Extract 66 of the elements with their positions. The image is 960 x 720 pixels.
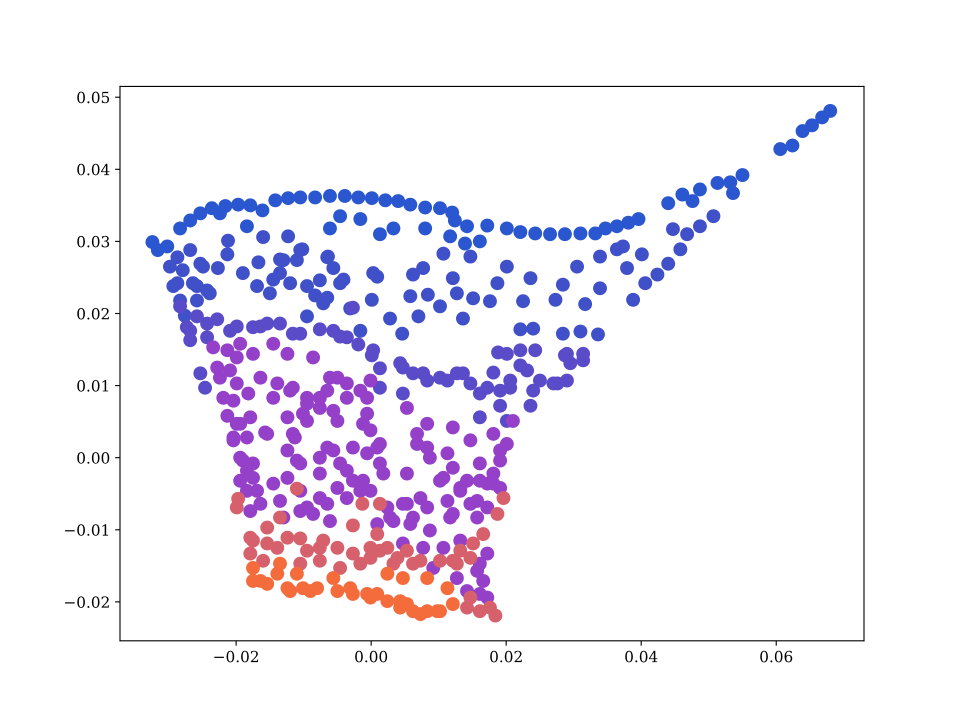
point [406, 604, 420, 618]
point [406, 556, 420, 571]
point [260, 520, 274, 535]
point [312, 540, 327, 555]
point [230, 500, 244, 514]
y-tick-label: 0.02 [77, 308, 109, 320]
y-tick-label: 0.01 [77, 380, 108, 392]
y-tick-label: 0.04 [77, 164, 110, 176]
point [346, 586, 360, 601]
point [472, 604, 487, 618]
point [466, 536, 480, 550]
point [490, 506, 504, 521]
point [260, 536, 274, 550]
point [346, 546, 360, 561]
point [460, 600, 474, 615]
x-tick-label: 0.06 [760, 650, 792, 662]
point [400, 544, 414, 558]
point [353, 556, 368, 571]
y-tick-label: −0.02 [65, 596, 109, 608]
point [346, 518, 360, 532]
point [440, 581, 454, 596]
x-tick-label: 0.04 [625, 650, 658, 662]
point [290, 482, 304, 496]
point [396, 571, 410, 586]
point [372, 496, 387, 511]
y-tick-label: −0.01 [65, 524, 108, 536]
point [446, 597, 460, 611]
point [326, 571, 340, 586]
point [380, 540, 394, 555]
point [370, 527, 384, 542]
point [330, 584, 344, 598]
point [433, 554, 447, 568]
point [420, 604, 434, 618]
point [243, 546, 258, 561]
point [386, 556, 400, 571]
x-tick-label: 0.00 [355, 650, 388, 662]
point [280, 530, 294, 545]
point [256, 554, 270, 568]
y-tick-label: 0.00 [77, 452, 110, 464]
x-tick-label: −0.02 [214, 650, 258, 662]
point [380, 566, 394, 581]
point [312, 554, 327, 568]
point [488, 608, 502, 623]
point [293, 531, 308, 546]
point [260, 576, 274, 591]
point [330, 540, 344, 555]
point [246, 561, 260, 575]
x-tick-label: 0.02 [490, 650, 522, 662]
point [280, 581, 294, 596]
point [333, 561, 348, 575]
y-tick-label: 0.05 [77, 92, 110, 104]
point [463, 550, 478, 565]
point [496, 491, 510, 505]
point [300, 544, 314, 558]
point [290, 566, 304, 581]
point [476, 527, 490, 542]
point [355, 496, 370, 511]
point [420, 571, 434, 586]
point [364, 540, 378, 555]
point [296, 581, 310, 596]
point [453, 544, 468, 558]
point [243, 530, 258, 545]
point [270, 566, 284, 581]
point [380, 594, 394, 608]
y-tick-label: 0.03 [77, 236, 110, 248]
point [273, 510, 287, 524]
